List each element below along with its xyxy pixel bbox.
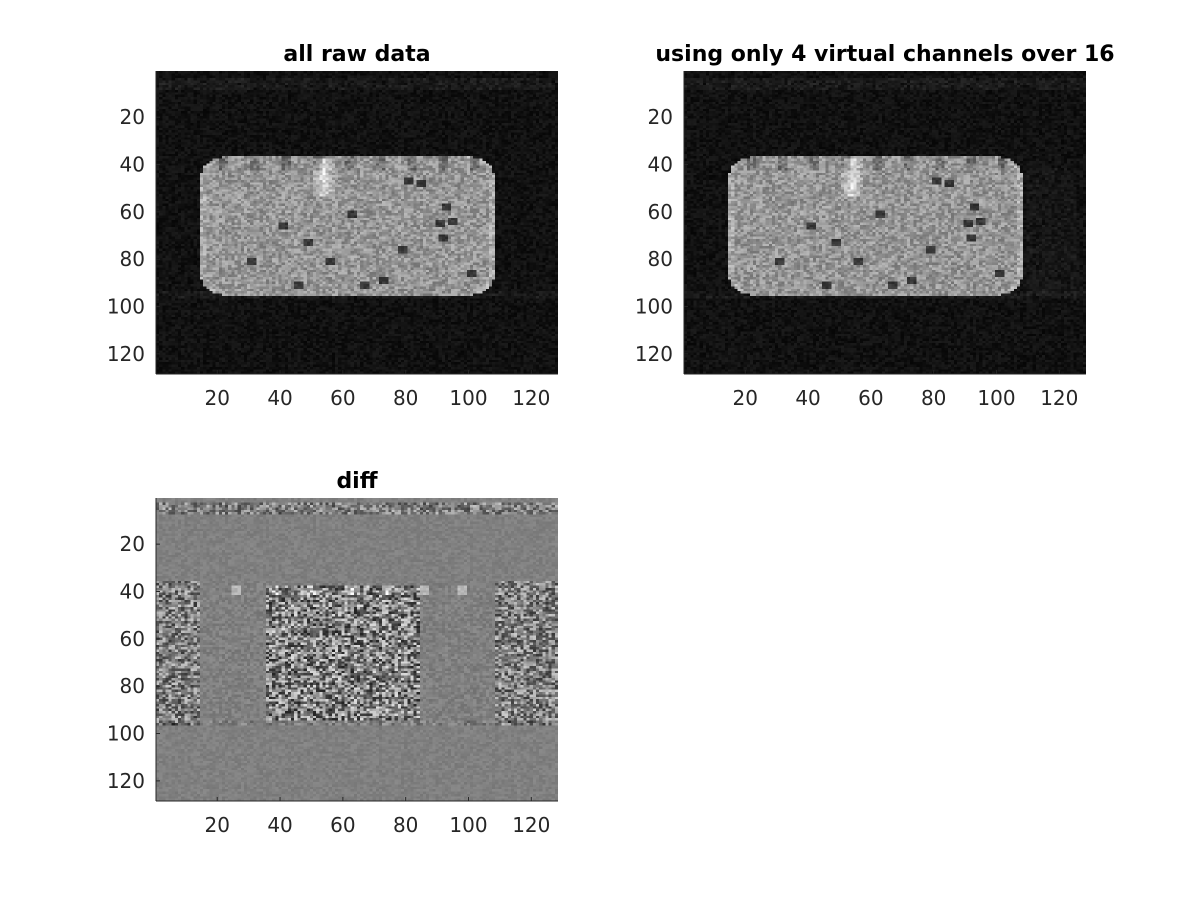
x-tick-label: 40 [267,813,292,837]
y-tick-label: 120 [107,342,145,366]
x-tick-label: 120 [512,813,550,837]
x-tick-label: 60 [330,813,355,837]
x-tick-label: 40 [267,386,292,410]
subplot-1: all raw data 20 40 60 80 100 120 20 40 60 80 100 120 [107,42,558,410]
x-tick-label: 40 [795,386,820,410]
y-tick-label: 60 [648,200,673,224]
y-tick-label: 20 [648,105,673,129]
y-tick-label: 100 [107,722,145,746]
x-tick-label: 20 [205,813,230,837]
y-tick-label: 120 [635,342,673,366]
chart-title: diff [336,469,378,494]
y-tick-label: 40 [648,153,673,177]
x-tick-label: 80 [393,813,418,837]
x-tick-label: 60 [858,386,883,410]
x-tick-label: 80 [921,386,946,410]
image-data [156,71,558,374]
y-tick-label: 80 [648,247,673,271]
y-tick-label: 40 [120,153,145,177]
x-tick-label: 100 [977,386,1015,410]
y-tick-label: 20 [120,105,145,129]
x-tick-label: 100 [449,386,487,410]
x-tick-label: 120 [1040,386,1078,410]
y-tick-label: 120 [107,769,145,793]
chart-title: all raw data [283,42,430,67]
y-tick-label: 80 [120,247,145,271]
chart-title: using only 4 virtual channels over 16 [655,42,1114,67]
y-tick-label: 100 [107,295,145,319]
image-data [156,498,558,801]
subplot-3: diff 20 40 60 80 100 120 20 40 60 80 100 120 [107,469,558,837]
image-data [684,71,1086,374]
y-tick-label: 20 [120,532,145,556]
y-tick-label: 100 [635,295,673,319]
x-tick-label: 100 [449,813,487,837]
y-tick-label: 60 [120,200,145,224]
y-tick-label: 40 [120,580,145,604]
x-tick-label: 80 [393,386,418,410]
subplot-2: using only 4 virtual channels over 16 20 4… [635,42,1115,410]
x-tick-label: 120 [512,386,550,410]
y-tick-label: 80 [120,674,145,698]
x-tick-label: 20 [733,386,758,410]
x-tick-label: 60 [330,386,355,410]
x-tick-label: 20 [205,386,230,410]
y-tick-label: 60 [120,627,145,651]
